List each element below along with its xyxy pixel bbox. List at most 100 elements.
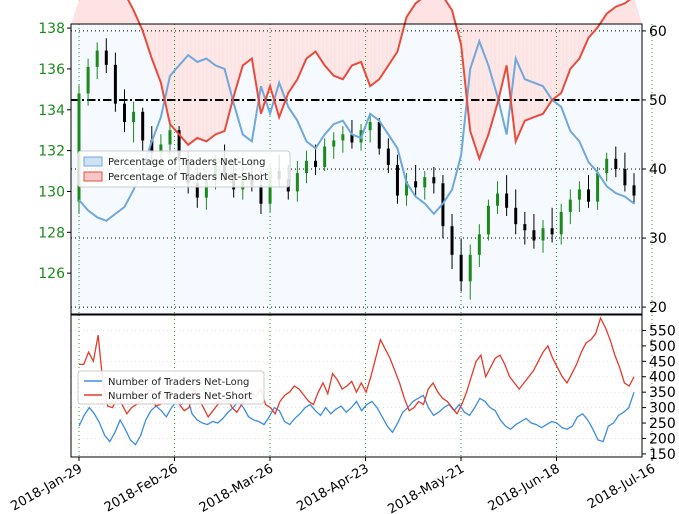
left-tick-label: 138 bbox=[38, 21, 65, 37]
lower-legend: Number of Traders Net-Long Number of Tra… bbox=[77, 370, 265, 405]
x-tick-label: 2018-Jun-18 bbox=[486, 461, 563, 514]
candle-body bbox=[341, 134, 345, 141]
legend-swatch-net-short bbox=[83, 171, 103, 182]
upper-panel-frame bbox=[70, 23, 643, 315]
right-tick-label: 500 bbox=[649, 339, 676, 355]
candle-body bbox=[177, 130, 181, 161]
candle-body bbox=[614, 158, 618, 169]
legend-swatch-net-long bbox=[83, 156, 103, 167]
candle-body bbox=[332, 140, 336, 147]
lower-panel-frame bbox=[70, 314, 643, 458]
right-tick-label: 50 bbox=[649, 93, 667, 109]
right-tick-label: 200 bbox=[649, 431, 676, 447]
candle-body bbox=[632, 185, 636, 196]
candle-body bbox=[323, 146, 327, 167]
candle-body bbox=[405, 181, 409, 196]
candle-body bbox=[605, 158, 609, 174]
candle-body bbox=[568, 199, 572, 212]
candle-body bbox=[304, 160, 308, 174]
x-tick-label: 2018-Apr-23 bbox=[294, 461, 371, 514]
right-tick-label: 20 bbox=[649, 300, 667, 316]
x-tick-label: 2018-Jul-16 bbox=[585, 461, 658, 512]
right-tick-label: 350 bbox=[649, 385, 676, 401]
candle-body bbox=[486, 205, 490, 235]
candle-body bbox=[204, 179, 208, 198]
candle-body bbox=[450, 226, 454, 255]
upper-legend: Percentage of Traders Net-Long Percentag… bbox=[77, 150, 291, 188]
candle-body bbox=[377, 122, 381, 149]
candle-body bbox=[468, 254, 472, 282]
candle-body bbox=[459, 254, 463, 282]
left-tick-label: 134 bbox=[38, 103, 65, 119]
x-tick-label: 2018-Feb-26 bbox=[102, 461, 181, 514]
candle-body bbox=[259, 185, 263, 204]
legend-label-net-long-count: Number of Traders Net-Long bbox=[108, 377, 249, 388]
candle-body bbox=[113, 64, 117, 104]
candle-body bbox=[150, 140, 154, 153]
right-tick-label: 40 bbox=[649, 162, 667, 178]
right-tick-label: 300 bbox=[649, 401, 676, 417]
candle-body bbox=[314, 160, 318, 167]
candle-body bbox=[159, 144, 163, 153]
candle-body bbox=[523, 224, 527, 231]
candle-body bbox=[386, 148, 390, 165]
right-tick-label: 450 bbox=[649, 354, 676, 370]
candle-body bbox=[505, 193, 509, 208]
candle-body bbox=[587, 189, 591, 202]
x-tick-label: 2018-Mar-26 bbox=[197, 461, 276, 514]
upper-axes: 126 128 130 132 134 136 138 20 30 40 50 60 bbox=[38, 21, 667, 316]
candle-body bbox=[432, 177, 436, 184]
left-tick-label: 126 bbox=[38, 266, 65, 282]
candle-body bbox=[104, 50, 108, 65]
net-long-pct-line bbox=[78, 38, 635, 222]
candle-body bbox=[623, 169, 627, 186]
x-tick-label: 2018-Jan-29 bbox=[8, 461, 85, 514]
legend-label-net-short: Percentage of Traders Net-Short bbox=[108, 172, 268, 183]
candle-body bbox=[395, 164, 399, 196]
candle-body bbox=[141, 111, 145, 141]
legend-label-net-long: Percentage of Traders Net-Long bbox=[108, 157, 266, 168]
candle-body bbox=[477, 234, 481, 255]
number-of-traders-net-long-line bbox=[78, 391, 635, 446]
candle-body bbox=[496, 193, 500, 206]
candle-body bbox=[577, 189, 581, 200]
candle-body bbox=[596, 173, 600, 202]
upper-panel: 126 128 130 132 134 136 138 20 30 40 50 60 Percenta… bbox=[38, 0, 667, 316]
candle-body bbox=[195, 183, 199, 198]
candle-body bbox=[514, 207, 518, 225]
candle-body bbox=[350, 134, 354, 143]
right-tick-label: 60 bbox=[649, 24, 667, 40]
candle-body bbox=[86, 66, 90, 94]
candle-body bbox=[368, 122, 372, 131]
candle-body bbox=[132, 111, 136, 123]
net-short-band bbox=[71, 0, 642, 159]
right-tick-label: 550 bbox=[649, 323, 676, 339]
candle-body bbox=[423, 177, 427, 188]
left-tick-label: 132 bbox=[38, 144, 65, 160]
left-tick-label: 136 bbox=[38, 62, 65, 78]
x-tick-label: 2018-May-21 bbox=[385, 461, 467, 514]
candle-body bbox=[168, 130, 172, 145]
left-tick-label: 130 bbox=[38, 184, 65, 200]
candle-body bbox=[95, 50, 99, 67]
right-tick-label: 400 bbox=[649, 370, 676, 386]
candle-body bbox=[122, 103, 126, 123]
candle-body bbox=[559, 211, 563, 235]
candle-body bbox=[532, 230, 536, 241]
net-short-pct-line bbox=[79, 0, 631, 162]
candle-body bbox=[295, 173, 299, 192]
candle-body bbox=[550, 228, 554, 235]
candle-body bbox=[541, 228, 545, 241]
candle-body bbox=[77, 93, 81, 202]
legend-label-net-short-count: Number of Traders Net-Short bbox=[108, 391, 252, 402]
upper-panel-background bbox=[71, 0, 642, 314]
right-tick-label: 150 bbox=[649, 447, 676, 463]
sentiment-lines bbox=[78, 0, 635, 222]
x-axis: 2018-Jan-29 2018-Feb-26 2018-Mar-26 2018-Ap… bbox=[8, 457, 658, 514]
candle-body bbox=[414, 181, 418, 188]
right-tick-label: 250 bbox=[649, 416, 676, 432]
right-tick-label: 30 bbox=[649, 231, 667, 247]
left-tick-label: 128 bbox=[38, 225, 65, 241]
